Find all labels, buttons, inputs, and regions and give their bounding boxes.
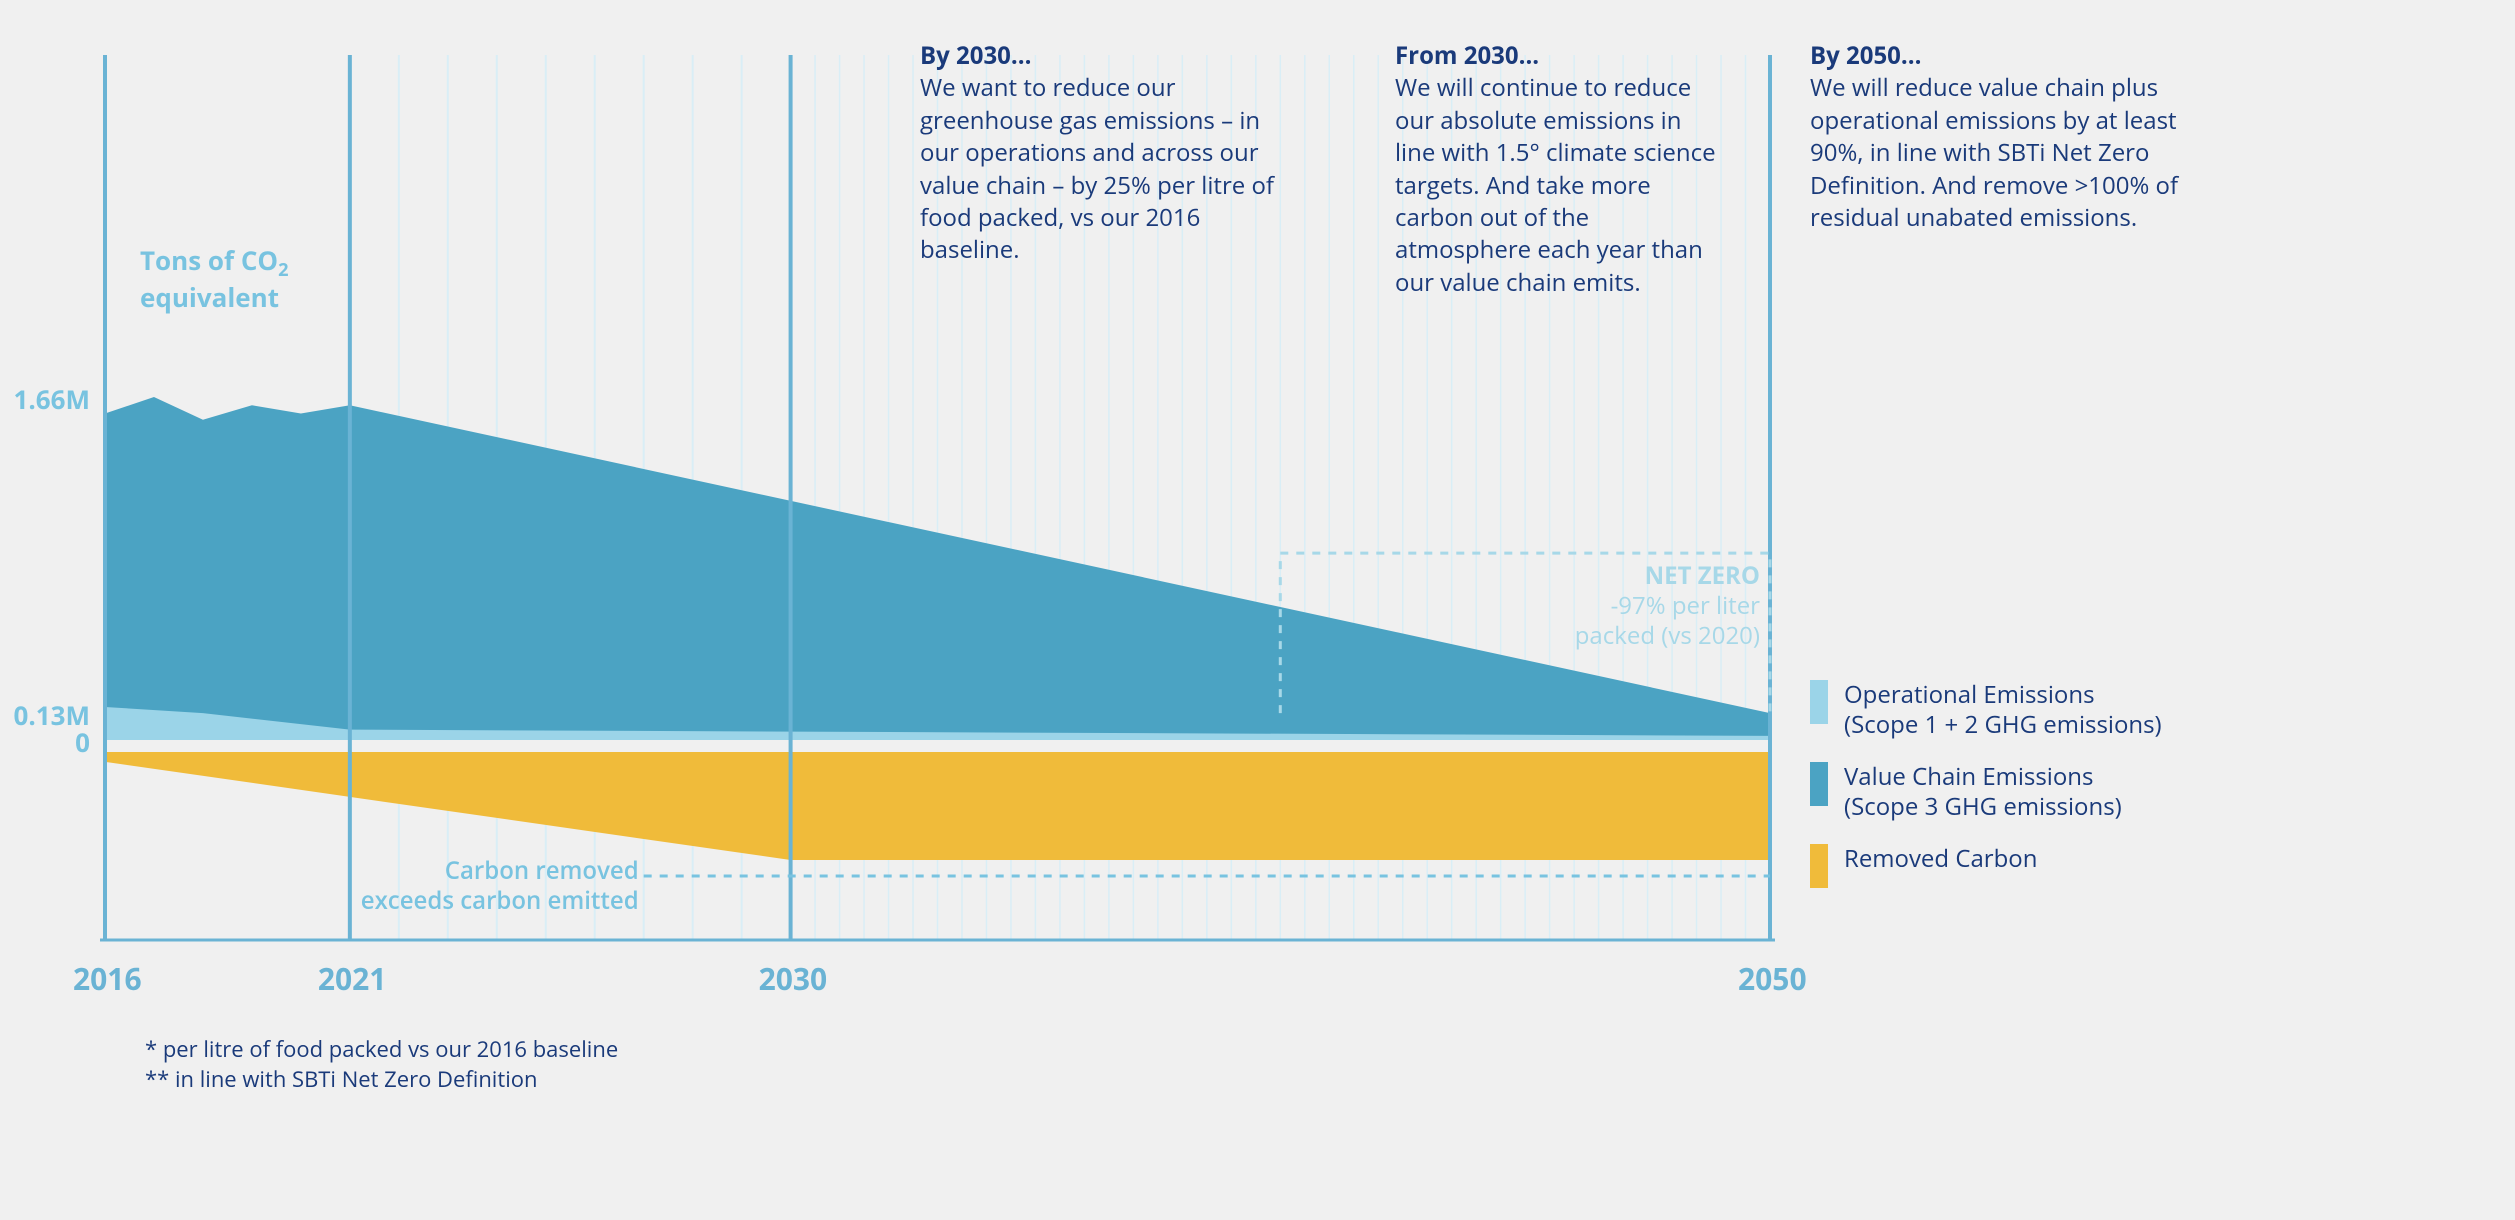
legend-item: Value Chain Emissions(Scope 3 GHG emissi… [1810, 762, 2162, 822]
y-axis-title: Tons of CO2 equivalent [140, 245, 289, 313]
chart-legend: Operational Emissions(Scope 1 + 2 GHG em… [1810, 680, 2162, 910]
legend-label: Removed Carbon [1844, 844, 2037, 874]
milestone-annotation: By 2030...We want to reduce our greenhou… [920, 40, 1290, 267]
legend-swatch [1810, 680, 1828, 724]
legend-swatch [1810, 762, 1828, 806]
x-axis-tick-label: 2030 [759, 958, 828, 999]
legend-swatch [1810, 844, 1828, 888]
legend-label: Operational Emissions(Scope 1 + 2 GHG em… [1844, 680, 2162, 740]
chart-footnotes: * per litre of food packed vs our 2016 b… [145, 1035, 618, 1094]
x-axis-tick-label: 2050 [1738, 958, 1807, 999]
net-zero-label: NET ZERO -97% per liter packed (vs 2020) [1290, 561, 1760, 651]
y-axis-tick-label: 0.13M [0, 697, 90, 733]
legend-item: Operational Emissions(Scope 1 + 2 GHG em… [1810, 680, 2162, 740]
legend-label: Value Chain Emissions(Scope 3 GHG emissi… [1844, 762, 2122, 822]
x-axis-tick-label: 2021 [318, 958, 387, 999]
milestone-annotation: From 2030...We will continue to reduce o… [1395, 40, 1725, 299]
emissions-chart: Tons of CO2 equivalent By 2030...We want… [0, 0, 2515, 1220]
milestone-annotation: By 2050...We will reduce value chain plu… [1810, 40, 2180, 234]
legend-item: Removed Carbon [1810, 844, 2162, 888]
x-axis-tick-label: 2016 [73, 958, 142, 999]
carbon-exceeds-label: Carbon removed exceeds carbon emitted [349, 856, 639, 916]
y-axis-tick-label: 1.66M [0, 381, 90, 417]
